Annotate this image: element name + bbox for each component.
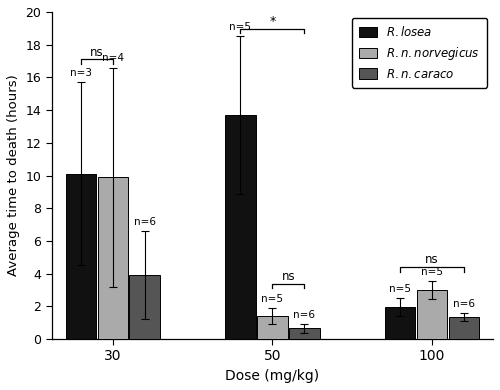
- Text: ns: ns: [90, 46, 104, 58]
- X-axis label: Dose (mg/kg): Dose (mg/kg): [226, 369, 320, 383]
- Text: n=5: n=5: [421, 267, 443, 277]
- Bar: [385, 307, 416, 339]
- Text: n=5: n=5: [389, 284, 411, 294]
- Text: ns: ns: [426, 253, 439, 266]
- Text: ns: ns: [282, 271, 295, 284]
- Bar: [449, 317, 480, 339]
- Bar: [98, 177, 128, 339]
- Text: n=6: n=6: [453, 299, 475, 309]
- Bar: [130, 275, 160, 339]
- Bar: [225, 115, 256, 339]
- Bar: [417, 290, 448, 339]
- Text: *: *: [270, 15, 276, 28]
- Y-axis label: Average time to death (hours): Average time to death (hours): [7, 74, 20, 277]
- Bar: [66, 174, 96, 339]
- Bar: [257, 316, 288, 339]
- Text: n=6: n=6: [134, 217, 156, 227]
- Text: n=5: n=5: [230, 22, 252, 32]
- Bar: [289, 328, 320, 339]
- Text: n=5: n=5: [262, 294, 283, 304]
- Legend: $\it{R.losea}$, $\it{R.n.norvegicus}$, $\it{R.n.caraco}$: $\it{R.losea}$, $\it{R.n.norvegicus}$, $…: [352, 18, 487, 88]
- Text: n=4: n=4: [102, 53, 124, 64]
- Text: n=3: n=3: [70, 68, 92, 78]
- Text: n=6: n=6: [294, 310, 316, 320]
